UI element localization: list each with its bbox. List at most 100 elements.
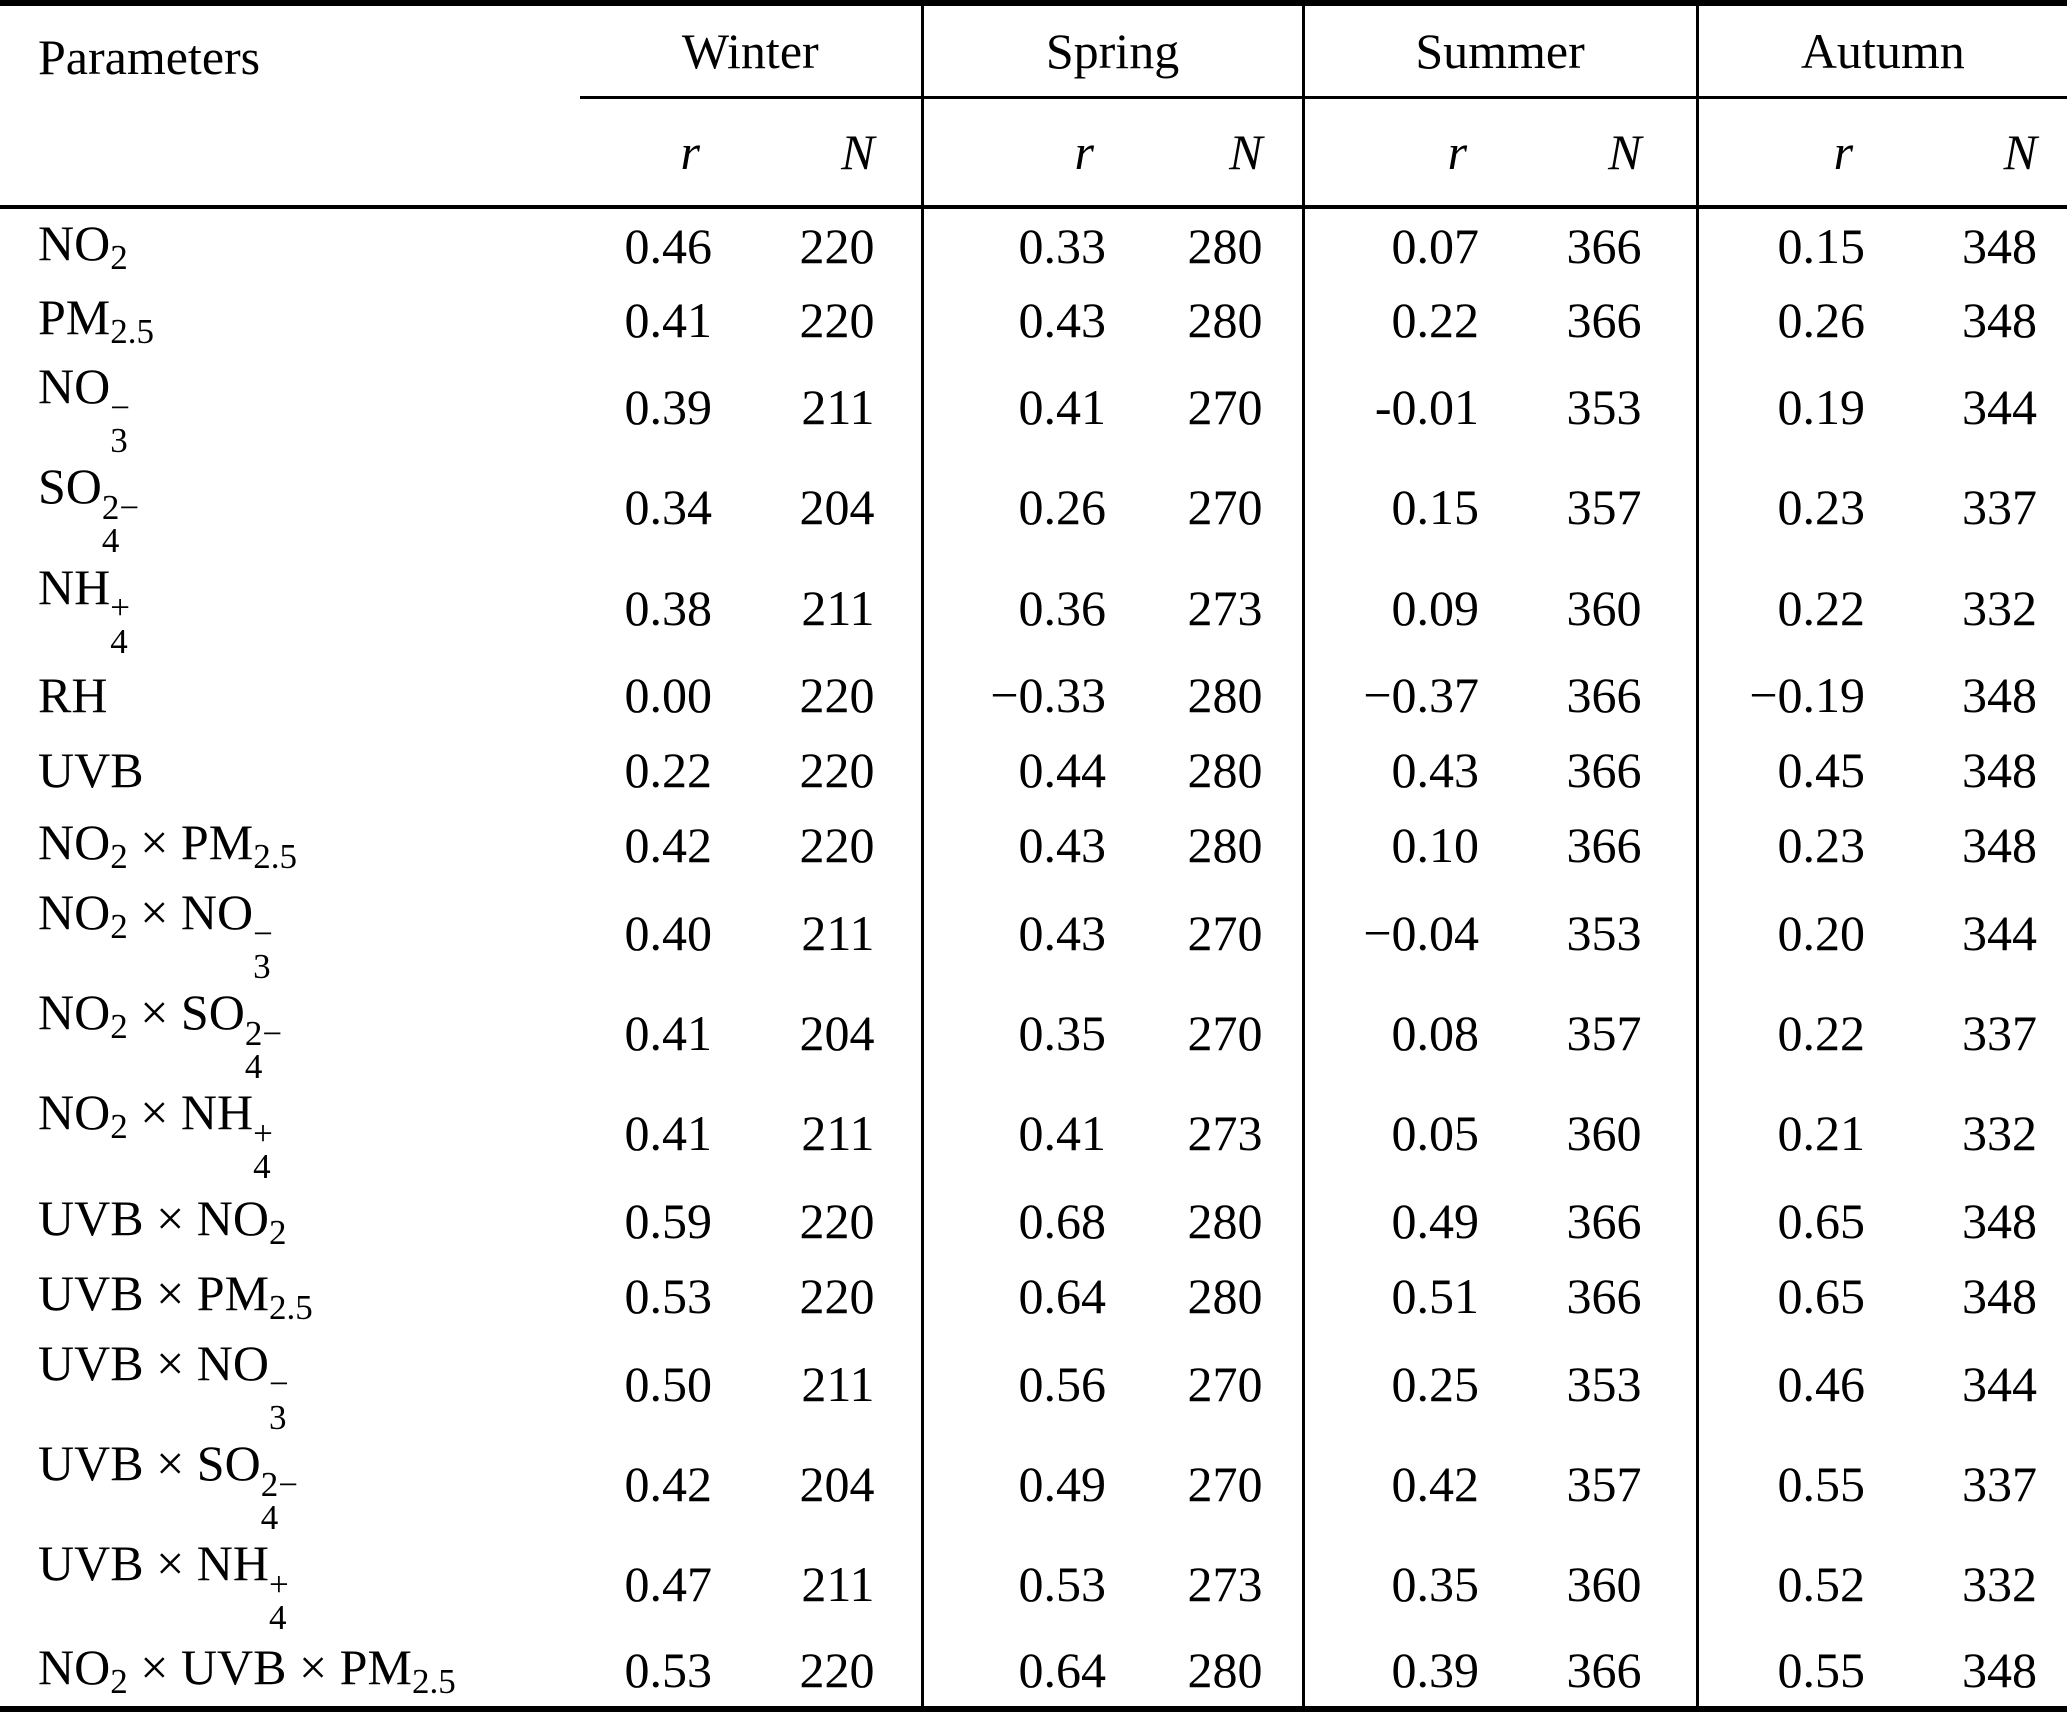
n-value: 280 xyxy=(1187,667,1263,724)
n-value: 220 xyxy=(799,1642,875,1699)
r-value: 0.47 xyxy=(624,1556,713,1613)
r-value: 0.15 xyxy=(1695,207,1866,282)
n-value: 357 xyxy=(1566,1455,1642,1512)
n-value: 348 xyxy=(1962,1193,2038,1249)
r-value: 0.26 xyxy=(920,457,1107,558)
n-value: 344 xyxy=(1962,379,2038,436)
n-value: 270 xyxy=(1187,379,1263,436)
n-value: 353 xyxy=(1566,379,1642,436)
r-value: 0.46 xyxy=(624,217,713,274)
r-value: 0.25 xyxy=(1301,1333,1480,1434)
n-value: 357 xyxy=(1566,479,1642,536)
n-value: 211 xyxy=(801,379,875,436)
table-row: SO 2− 4 0.34 204 0.26 270 0.15 357 0.23 337 xyxy=(0,457,2067,558)
r-value: -0.01 xyxy=(1301,357,1480,458)
subscript: 2 xyxy=(110,837,128,877)
season-header-summer: Summer xyxy=(1301,3,1698,99)
r-value: 0.23 xyxy=(1695,807,1866,883)
n-value: 344 xyxy=(1962,904,2038,961)
r-value: 0.33 xyxy=(920,207,1107,282)
n-value: 211 xyxy=(801,1556,875,1613)
n-header-winter: N xyxy=(712,97,923,209)
stacked-subsup: +4 xyxy=(110,588,130,661)
param-label: NO −3 xyxy=(38,358,130,460)
n-value: 348 xyxy=(1962,291,2038,348)
r-value: 0.41 xyxy=(920,1083,1107,1184)
r-value: 0.00 xyxy=(624,667,713,724)
param-label: NO2 × PM2.5 xyxy=(38,814,297,877)
stacked-subsup: −3 xyxy=(268,1364,289,1437)
n-value: 280 xyxy=(1187,1642,1263,1699)
r-value: 0.52 xyxy=(1695,1534,1866,1635)
n-header-summer: N xyxy=(1479,97,1698,209)
table-row: NO2 × SO 2− 4 0.41 204 0.35 270 0.08 357 0.22 337 xyxy=(0,983,2067,1086)
table-row: NO −3 0.39 211 0.41 270 -0.01 353 0.19 344 xyxy=(0,357,2067,460)
n-value: 353 xyxy=(1566,1355,1642,1412)
n-value: 280 xyxy=(1187,217,1263,274)
table-row: UVB 0.22 220 0.44 280 0.43 366 0.45 348 xyxy=(0,732,2067,808)
subscript: 2 xyxy=(110,1662,128,1702)
n-value: 366 xyxy=(1566,742,1642,799)
n-value: 280 xyxy=(1187,742,1263,799)
r-value: 0.49 xyxy=(1301,1183,1480,1259)
r-value: 0.64 xyxy=(920,1634,1107,1710)
n-value: 337 xyxy=(1962,1005,2038,1062)
table-row: UVB × NH +4 0.47 211 0.53 273 0.35 360 0.52 332 xyxy=(0,1534,2067,1635)
table-row: NO2 × NO −3 0.40 211 0.43 270 −0.04 353 0.20 344 xyxy=(0,882,2067,984)
r-value: 0.35 xyxy=(1301,1534,1480,1635)
r-value: 0.53 xyxy=(624,1268,713,1324)
table-row: UVB × NO −3 0.50 211 0.56 270 0.25 353 0.46 344 xyxy=(0,1333,2067,1437)
r-value: 0.39 xyxy=(1301,1634,1480,1710)
r-value: 0.55 xyxy=(1695,1634,1866,1710)
n-value: 366 xyxy=(1566,1193,1642,1249)
n-value: 366 xyxy=(1566,1642,1642,1699)
n-value: 211 xyxy=(801,904,875,961)
r-value: 0.43 xyxy=(920,882,1107,983)
n-value: 211 xyxy=(801,579,875,636)
table-row: PM2.5 0.41 220 0.43 280 0.22 366 0.26 348 xyxy=(0,282,2067,357)
r-value: 0.55 xyxy=(1695,1433,1866,1534)
r-header-spring: r xyxy=(920,97,1107,209)
n-value: 270 xyxy=(1187,479,1263,536)
r-value: 0.68 xyxy=(920,1183,1107,1259)
stacked-subsup: −3 xyxy=(110,387,130,460)
param-label: UVB × NO −3 xyxy=(38,1334,289,1437)
subscript: 2 xyxy=(110,906,128,946)
r-value: 0.34 xyxy=(624,479,713,536)
r-value: 0.26 xyxy=(1695,282,1866,357)
table-row: NO2 × PM2.5 0.42 220 0.43 280 0.10 366 0.23 348 xyxy=(0,807,2067,883)
n-value: 204 xyxy=(799,1005,875,1062)
n-value: 220 xyxy=(799,667,875,724)
r-value: 0.43 xyxy=(1301,732,1480,808)
table-row: NO2 × UVB × PM2.5 0.53 220 0.64 280 0.39 366 0.… xyxy=(0,1634,2067,1710)
n-value: 344 xyxy=(1962,1355,2038,1412)
stacked-subsup: 2− 4 xyxy=(244,1013,283,1086)
parameters-header: Parameters xyxy=(0,3,580,209)
n-value: 353 xyxy=(1566,904,1642,961)
subscript: 2.5 xyxy=(110,311,155,351)
subheader-row: r N r N r N r N xyxy=(0,97,2067,209)
stacked-subsup: 2− 4 xyxy=(260,1464,298,1537)
n-value: 337 xyxy=(1962,479,2038,536)
r-value: 0.56 xyxy=(920,1333,1107,1434)
n-value: 270 xyxy=(1187,1455,1263,1512)
r-value: 0.22 xyxy=(1301,282,1480,357)
r-value: 0.50 xyxy=(624,1355,713,1412)
param-label: NO2 × UVB × PM2.5 xyxy=(38,1639,456,1702)
r-value: 0.42 xyxy=(624,1455,713,1512)
season-header-autumn: Autumn xyxy=(1695,3,2067,99)
season-header-spring: Spring xyxy=(920,3,1304,99)
table-row: NO2 × NH +4 0.41 211 0.41 273 0.05 360 0.21 332 xyxy=(0,1083,2067,1187)
r-value: 0.36 xyxy=(920,557,1107,658)
r-value: 0.41 xyxy=(624,1005,713,1062)
season-header-winter: Winter xyxy=(580,3,923,99)
n-value: 220 xyxy=(799,217,875,274)
n-value: 280 xyxy=(1187,291,1263,348)
season-header-row: Parameters Winter Spring Summer Autumn xyxy=(0,3,2067,209)
r-value: 0.59 xyxy=(624,1193,713,1249)
r-value: 0.22 xyxy=(624,742,713,799)
stacked-subsup: +4 xyxy=(253,1114,273,1187)
n-value: 357 xyxy=(1566,1005,1642,1062)
r-value: 0.21 xyxy=(1695,1083,1866,1184)
